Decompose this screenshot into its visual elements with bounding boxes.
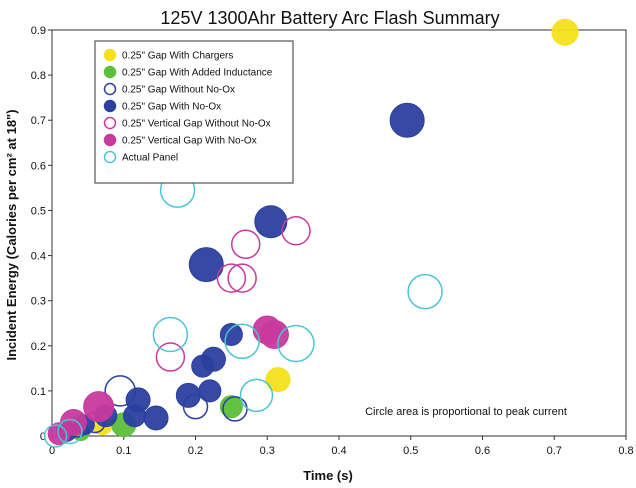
legend-swatch bbox=[103, 99, 117, 113]
data-point-series-6 bbox=[83, 391, 115, 423]
chart-title: 125V 1300Ahr Battery Arc Flash Summary bbox=[160, 8, 499, 28]
data-point-series-4 bbox=[198, 379, 222, 403]
legend-label: 0.25" Gap With Added Inductance bbox=[122, 68, 273, 79]
y-tick-label: 0.8 bbox=[31, 70, 46, 82]
data-point-series-1 bbox=[551, 18, 579, 46]
y-tick-label: 0.6 bbox=[31, 160, 46, 172]
legend-label: 0.25" Gap With Chargers bbox=[122, 51, 233, 62]
chart-annotation: Circle area is proportional to peak curr… bbox=[365, 406, 567, 418]
x-tick-label: 0.4 bbox=[331, 445, 346, 457]
legend-box bbox=[94, 40, 294, 184]
y-tick-label: 0.2 bbox=[31, 341, 46, 353]
y-axis-label: Incident Energy (Calories per cm² at 18"… bbox=[4, 109, 19, 360]
data-point-series-5 bbox=[230, 229, 261, 260]
x-axis-label: Time (s) bbox=[303, 468, 353, 483]
data-point-series-4 bbox=[143, 405, 169, 431]
legend-swatch bbox=[103, 82, 117, 96]
data-point-series-7 bbox=[57, 418, 83, 445]
data-point-series-4 bbox=[254, 205, 288, 239]
x-tick-label: 0.2 bbox=[188, 445, 203, 457]
y-tick-label: 0.4 bbox=[31, 251, 46, 263]
legend: 0.25" Gap With Chargers 0.25" Gap With Ad… bbox=[94, 40, 294, 184]
x-tick-label: 0.6 bbox=[475, 445, 490, 457]
legend-label: 0.25" Vertical Gap Without No-Ox bbox=[122, 119, 271, 130]
data-point-series-5 bbox=[155, 342, 186, 372]
x-tick-label: 0.1 bbox=[116, 445, 131, 457]
data-point-series-4 bbox=[219, 323, 243, 346]
data-point-series-5 bbox=[281, 215, 311, 246]
plot-area: 0 0.1 0.2 0.3 0.4 0.5 0.6 0.7 0.8 0 0.1 0.2 0.3 0.4 0.… bbox=[31, 18, 634, 457]
data-point-series-5 bbox=[227, 263, 257, 293]
legend-swatch bbox=[103, 133, 117, 147]
data-point-series-7 bbox=[224, 323, 260, 360]
y-tick-label: 0.5 bbox=[31, 205, 46, 217]
data-point-series-4 bbox=[188, 247, 224, 283]
legend-swatch bbox=[103, 65, 117, 79]
data-point-series-4 bbox=[389, 102, 425, 138]
data-point-series-4 bbox=[191, 354, 215, 378]
axis-ticks: 0 0.1 0.2 0.3 0.4 0.5 0.6 0.7 0.8 0 0.1 0.2 0.3 0.4 0.… bbox=[31, 25, 634, 457]
data-point-series-6 bbox=[47, 422, 71, 446]
data-point-series-7 bbox=[239, 378, 274, 413]
legend-label: Actual Panel bbox=[122, 153, 178, 164]
y-tick-label: 0.7 bbox=[31, 115, 46, 127]
x-tick-label: 0.3 bbox=[260, 445, 275, 457]
data-point-series-5 bbox=[216, 263, 247, 293]
y-tick-label: 0.3 bbox=[31, 296, 46, 308]
legend-swatch bbox=[103, 48, 117, 62]
legend-label: 0.25" Gap Without No-Ox bbox=[122, 85, 235, 96]
data-point-series-7 bbox=[152, 316, 189, 353]
data-point-series-7 bbox=[277, 324, 315, 363]
data-points bbox=[43, 18, 579, 448]
y-tick-label: 0.1 bbox=[31, 386, 46, 398]
data-point-series-7 bbox=[43, 424, 68, 448]
x-tick-label: 0.7 bbox=[547, 445, 562, 457]
data-point-series-1 bbox=[265, 367, 291, 393]
y-tick-label: 0 bbox=[40, 431, 46, 443]
x-tick-label: 0 bbox=[49, 445, 55, 457]
data-point-series-7 bbox=[407, 273, 443, 310]
y-tick-label: 0.9 bbox=[31, 25, 46, 37]
data-point-series-4 bbox=[175, 382, 201, 408]
legend-swatch bbox=[103, 150, 117, 164]
legend-label: 0.25" Vertical Gap With No-Ox bbox=[122, 136, 257, 147]
legend-swatch bbox=[103, 116, 117, 130]
data-point-series-6 bbox=[259, 320, 289, 349]
legend-label: 0.25" Gap With No-Ox bbox=[122, 102, 221, 113]
data-point-series-4 bbox=[123, 404, 147, 428]
x-tick-label: 0.8 bbox=[618, 445, 633, 457]
x-tick-label: 0.5 bbox=[403, 445, 418, 457]
